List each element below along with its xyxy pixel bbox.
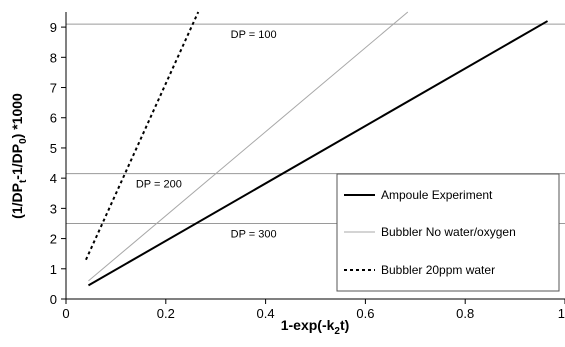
x-axis-title-sub: 2 (334, 326, 340, 337)
y-axis-title-part: (1/DP (9, 183, 25, 219)
y-tick-label: 9 (50, 20, 57, 35)
x-tick-label: 0 (62, 306, 69, 321)
y-tick-label: 6 (50, 111, 57, 126)
y-axis-title-part: ) *1000 (9, 93, 25, 138)
series-line-1 (88, 11, 409, 282)
x-axis-title: 1-exp(-k2t) (281, 317, 350, 337)
x-axis-title-main: 1-exp(-k (281, 317, 335, 333)
y-tick-label: 8 (50, 50, 57, 65)
y-axis-title-part: t (18, 179, 29, 183)
x-tick-label: 0.4 (257, 306, 275, 321)
series-line-0 (87, 20, 549, 287)
y-tick-label: 4 (50, 171, 57, 186)
legend-label-bubbler-no-water: Bubbler No water/oxygen (381, 225, 516, 239)
y-tick-label: 1 (50, 262, 57, 277)
reference-line-label: DP = 300 (231, 228, 277, 240)
reference-line-label: DP = 100 (231, 29, 277, 41)
x-axis-title-end: t) (340, 317, 349, 333)
y-axis-title-part: 0 (18, 138, 29, 144)
y-axis-title: (1/DPt-1/DP0) *1000 (9, 93, 29, 219)
x-tick-label: 1 (558, 306, 565, 321)
y-tick-label: 3 (50, 201, 57, 216)
x-tick-label: 0.2 (157, 306, 175, 321)
y-tick-label: 2 (50, 232, 57, 247)
series-line-2 (85, 11, 200, 261)
x-tick-label: 0.8 (456, 306, 474, 321)
y-tick-label: 7 (50, 81, 57, 96)
reference-line-label: DP = 200 (136, 179, 182, 191)
y-tick-label: 0 (50, 292, 57, 307)
y-tick-label: 5 (50, 141, 57, 156)
y-axis-title-part: -1/DP (9, 144, 25, 180)
x-tick-label: 0.6 (356, 306, 374, 321)
legend-label-bubbler-20ppm: Bubbler 20ppm water (381, 263, 495, 277)
legend: Ampoule Experiment Bubbler No water/oxyg… (336, 173, 560, 292)
legend-label-ampoule: Ampoule Experiment (381, 188, 493, 202)
